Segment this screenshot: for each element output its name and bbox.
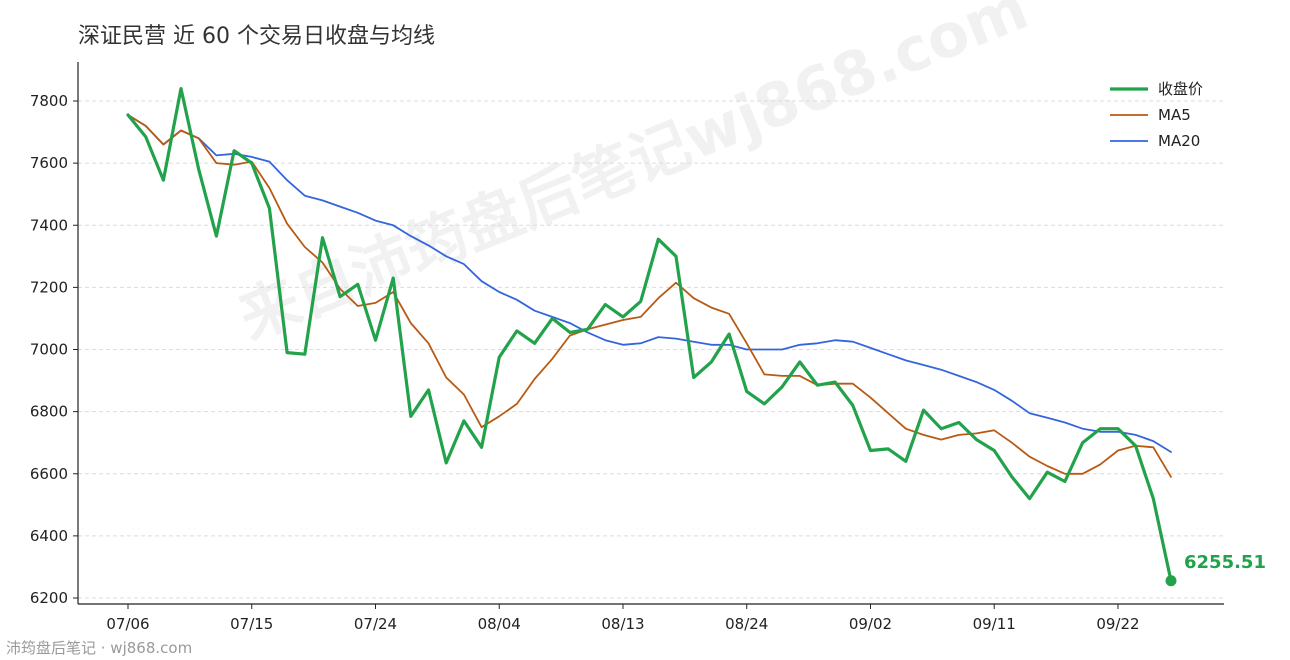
series-line-ma20 — [127, 114, 1172, 453]
series-line-close — [126, 87, 1173, 583]
x-tick-label: 09/22 — [1096, 615, 1139, 633]
x-tick-label: 07/15 — [230, 615, 273, 633]
x-tick-label: 09/02 — [849, 615, 892, 633]
y-tick-label: 7000 — [30, 341, 68, 359]
legend-label: MA20 — [1158, 132, 1200, 150]
x-tick-label: 08/13 — [601, 615, 644, 633]
chart-title: 深证民营 近 60 个交易日收盘与均线 — [78, 24, 435, 49]
series-lines — [126, 87, 1173, 583]
watermark-text: 来自沛筠盘后笔记wj868.com — [229, 0, 1037, 354]
last-close-marker — [1165, 575, 1177, 587]
axes: 6200 6400 6600 6800 7000 7200 7400 7600 7800 07/0… — [30, 62, 1224, 633]
series-line-ma5 — [127, 114, 1172, 478]
y-tick-label: 7400 — [30, 216, 68, 234]
y-tick-label: 7200 — [30, 278, 68, 296]
watermark: 来自沛筠盘后笔记wj868.com — [229, 0, 1037, 354]
y-tick-label: 6200 — [30, 589, 68, 607]
last-close-label: 6255.51 — [1184, 552, 1266, 573]
y-tick-label: 7600 — [30, 154, 68, 172]
last-value-annotation: 6255.51 — [1165, 552, 1266, 587]
y-tick-label: 6400 — [30, 527, 68, 545]
x-tick-label: 07/06 — [106, 615, 149, 633]
legend-label: 收盘价 — [1158, 80, 1203, 98]
legend-label: MA5 — [1158, 106, 1191, 124]
y-tick-label: 6600 — [30, 465, 68, 483]
legend: 收盘价 MA5 MA20 — [1110, 80, 1203, 150]
footer-credit: 沛筠盘后笔记 · wj868.com — [6, 639, 193, 657]
x-tick-label: 08/04 — [478, 615, 521, 633]
x-tick-label: 09/11 — [973, 615, 1016, 633]
x-tick-label: 07/24 — [354, 615, 397, 633]
y-tick-label: 6800 — [30, 403, 68, 421]
x-tick-label: 08/24 — [725, 615, 768, 633]
y-tick-label: 7800 — [30, 92, 68, 110]
grid-lines — [78, 100, 1224, 599]
